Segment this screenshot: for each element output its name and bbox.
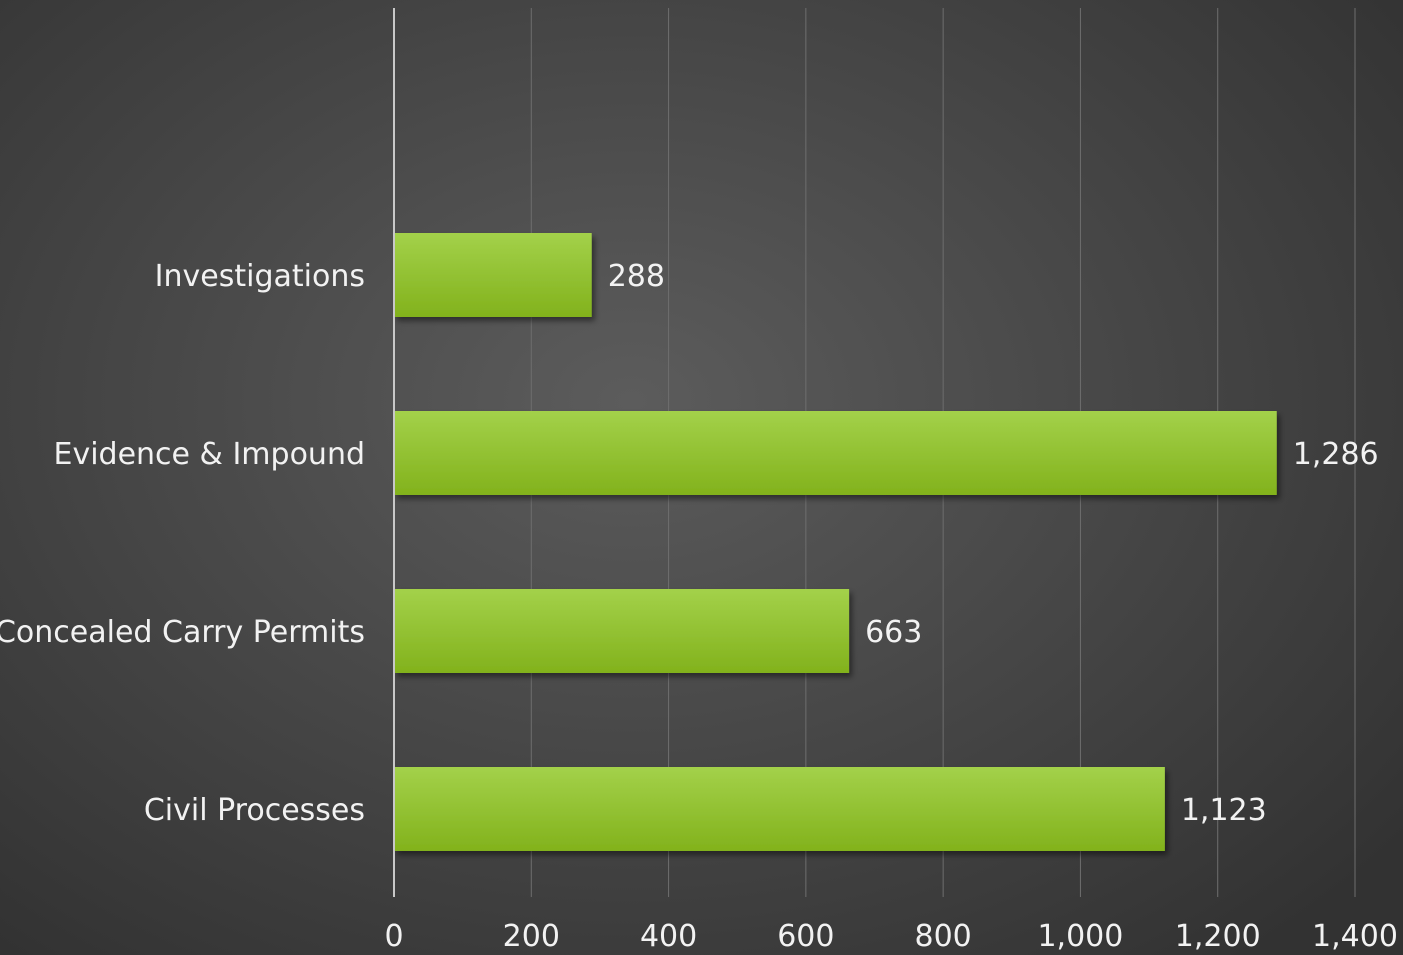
category-label: Concealed Carry Permits	[0, 615, 365, 650]
x-tick-label: 600	[777, 919, 834, 954]
x-tick-label: 200	[503, 919, 560, 954]
category-label: Civil Processes	[144, 793, 365, 828]
bars	[394, 233, 1277, 851]
x-tick-label: 1,400	[1312, 919, 1398, 954]
data-labels: 288 1,286 663 1,123	[608, 259, 1379, 828]
bar-value-label: 288	[608, 259, 665, 294]
category-label: Investigations	[155, 259, 365, 294]
bar-value-label: 663	[865, 615, 922, 650]
bar-value-label: 1,123	[1181, 793, 1267, 828]
x-tick-label: 400	[640, 919, 697, 954]
x-axis-tick-labels: 0 200 400 600 800 1,000 1,200 1,400	[384, 919, 1397, 954]
x-tick-label: 1,000	[1037, 919, 1123, 954]
x-tick-label: 1,200	[1175, 919, 1261, 954]
bar	[394, 767, 1165, 851]
x-tick-label: 0	[384, 919, 403, 954]
bar	[394, 411, 1277, 495]
bar	[394, 233, 592, 317]
x-tick-label: 800	[915, 919, 972, 954]
bar-value-label: 1,286	[1293, 437, 1379, 472]
category-labels: Investigations Evidence & Impound Conceale…	[0, 259, 365, 828]
bar	[394, 589, 850, 673]
category-label: Evidence & Impound	[53, 437, 365, 472]
